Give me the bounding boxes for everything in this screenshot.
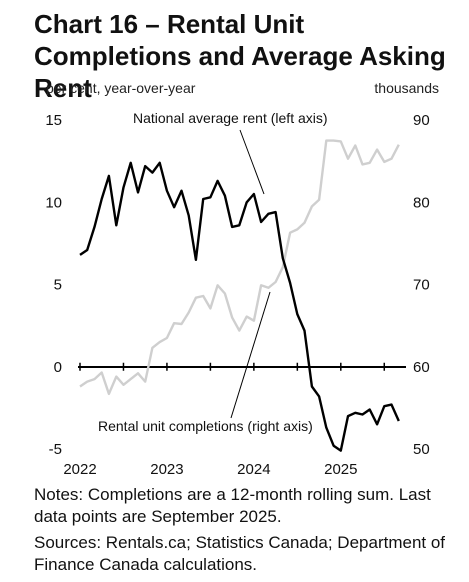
right-tick-label: 80 <box>413 194 430 211</box>
chart-title: Chart 16 – Rental Unit Completions and A… <box>34 9 446 103</box>
sources-text: Sources: Rentals.ca; Statistics Canada; … <box>34 533 446 574</box>
right-tick-label: 90 <box>413 112 430 129</box>
left-axis-label: per cent, year-over-year <box>46 80 196 96</box>
rent-series-label: National average rent (left axis) <box>133 110 328 126</box>
completions-series-line <box>79 139 400 396</box>
left-tick-label: 5 <box>54 277 62 294</box>
right-tick-label: 50 <box>413 441 430 458</box>
rent-series-line <box>79 161 400 452</box>
left-tick-label: 0 <box>54 359 62 376</box>
notes-section: Notes: Completions are a 12-month rollin… <box>34 484 464 580</box>
x-tick-label: 2024 <box>237 461 270 478</box>
x-tick-label: 2022 <box>63 461 96 478</box>
x-tick-label: 2025 <box>324 461 357 478</box>
completions-series-label: Rental unit completions (right axis) <box>98 418 313 434</box>
right-axis-label: thousands <box>374 80 439 96</box>
left-tick-label: 15 <box>45 112 62 129</box>
right-tick-label: 70 <box>413 277 430 294</box>
left-tick-label: -5 <box>49 441 62 458</box>
x-tick-label: 2023 <box>150 461 183 478</box>
notes-text: Notes: Completions are a 12-month rollin… <box>34 485 431 526</box>
right-tick-label: 60 <box>413 359 430 376</box>
rent-leader-line <box>239 129 265 195</box>
completions-leader-line <box>230 291 271 419</box>
left-tick-label: 10 <box>45 194 62 211</box>
